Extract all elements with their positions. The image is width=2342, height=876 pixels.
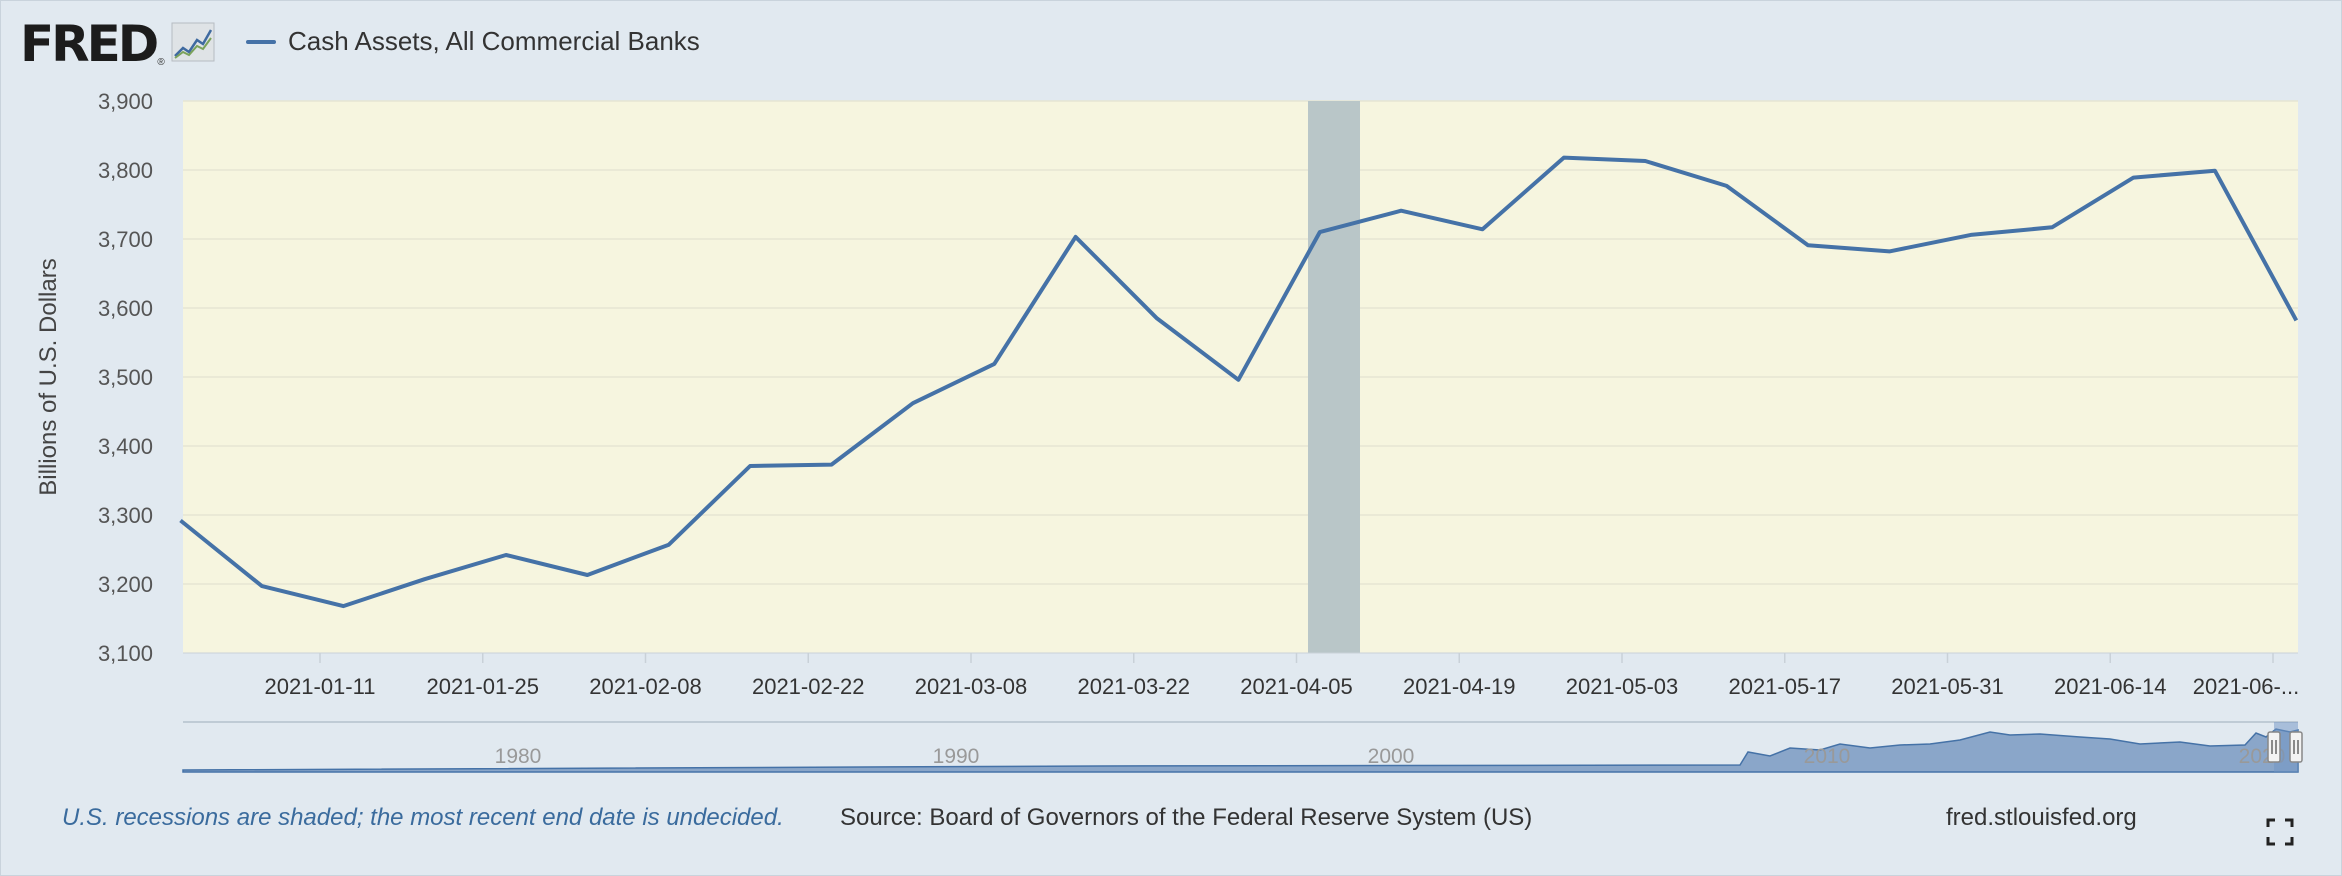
navigator: 1980 1990 2000 2010 2020 [182,721,2303,773]
legend-swatch [246,39,276,44]
y-tick-label: 3,200 [98,572,153,597]
recession-note: U.S. recessions are shaded; the most rec… [62,804,784,831]
fred-link[interactable]: fred.stlouisfed.org [1946,804,2137,831]
x-tick-label: 2021-01-11 [265,674,376,699]
x-tick-label: 2021-03-22 [1077,674,1190,699]
x-tick-label: 2021-05-31 [1891,674,2004,699]
navigator-label: 1990 [933,745,980,768]
y-tick-label: 3,800 [98,158,153,183]
y-tick-label: 3,600 [98,296,153,321]
navigator-left-handle[interactable] [2267,731,2281,763]
navigator-label: 1980 [495,745,542,768]
legend-label: Cash Assets, All Commercial Banks [288,26,700,56]
navigator-right-handle[interactable] [2289,731,2303,763]
source-text: Source: Board of Governors of the Federa… [840,804,1533,831]
y-axis-ticks: 3,100 3,200 3,300 3,400 3,500 3,600 3,700 3,800… [98,89,153,666]
x-axis-ticks: 2021-01-11 2021-01-25 2021-02-08 2021-02-22… [265,653,2299,699]
series-line [179,155,2299,609]
x-tick-label: 2021-01-25 [426,674,539,699]
y-tick-label: 3,500 [98,365,153,390]
x-tick-label: 2021-03-08 [915,674,1028,699]
logo-registered-mark: ® [157,57,165,68]
y-tick-label: 3,400 [98,434,153,459]
navigator-label: 2000 [1368,745,1415,768]
y-tick-label: 3,100 [98,641,153,666]
navigator-label: 2010 [1804,745,1851,768]
x-tick-label: 2021-04-19 [1403,674,1516,699]
recession-shading [1308,101,1360,653]
x-tick-label: 2021-02-22 [752,674,865,699]
x-tick-label: 2021-04-05 [1240,674,1353,699]
x-tick-label: 2021-05-17 [1728,674,1841,699]
x-tick-label: 2021-06-14 [2054,674,2167,699]
chart-legend[interactable]: Cash Assets, All Commercial Banks [246,26,700,57]
logo-text: FRED [20,15,159,73]
y-tick-label: 3,700 [98,227,153,252]
y-tick-label: 3,900 [98,89,153,114]
x-tick-label: 2021-05-03 [1566,674,1679,699]
fullscreen-icon[interactable] [2266,818,2294,846]
y-axis-label: Billions of U.S. Dollars [35,258,62,495]
fred-logo[interactable]: FRED ® [20,18,215,70]
x-tick-label: 2021-06-... [2193,674,2299,699]
y-tick-label: 3,300 [98,503,153,528]
line-chart-icon [171,22,215,67]
x-tick-label: 2021-02-08 [589,674,702,699]
